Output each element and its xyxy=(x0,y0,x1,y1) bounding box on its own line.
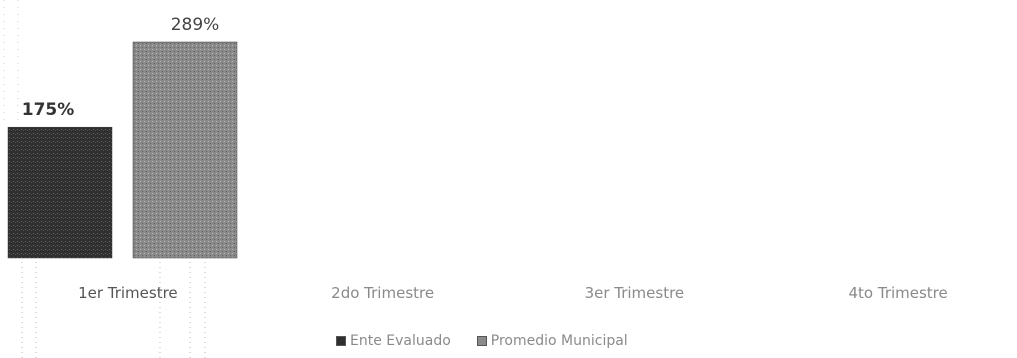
legend-swatch-icon xyxy=(476,336,487,346)
bar-ente-evaluado-0 xyxy=(7,126,113,259)
legend-swatch-icon xyxy=(336,336,346,346)
category-label: 3er Trimestre xyxy=(585,284,685,302)
data-label: 175% xyxy=(22,100,75,120)
data-label: 289% xyxy=(171,15,220,35)
legend-label: Promedio Municipal xyxy=(490,333,628,349)
legend-item-series-1: Ente Evaluado xyxy=(336,333,451,349)
category-label: 4to Trimestre xyxy=(848,284,947,302)
legend: Ente Evaluado Promedio Municipal xyxy=(336,333,628,349)
category-label: 2do Trimestre xyxy=(331,284,434,302)
legend-item-series-2: Promedio Municipal xyxy=(476,333,628,349)
legend-label: Ente Evaluado xyxy=(350,333,451,349)
bar-promedio-municipal-0 xyxy=(132,41,238,259)
category-label: 1er Trimestre xyxy=(78,284,178,302)
